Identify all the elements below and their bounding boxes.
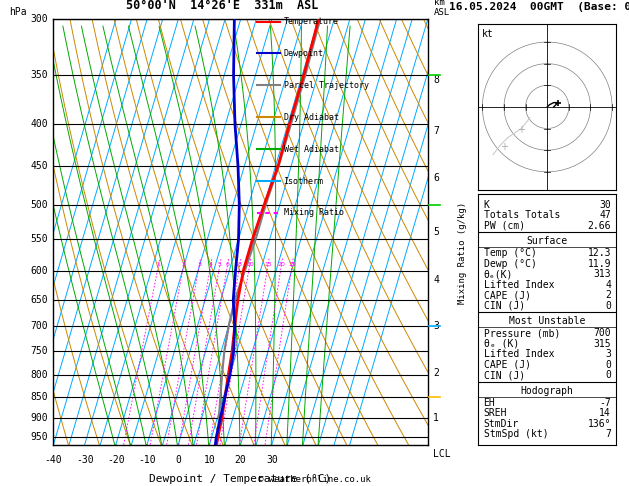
Text: 500: 500 xyxy=(30,200,48,209)
Text: 350: 350 xyxy=(30,70,48,80)
Text: 4: 4 xyxy=(605,280,611,290)
Text: 12.3: 12.3 xyxy=(587,248,611,258)
Text: 4: 4 xyxy=(433,275,439,285)
Text: 5: 5 xyxy=(433,227,439,238)
Text: 300: 300 xyxy=(30,15,48,24)
Text: 8: 8 xyxy=(238,262,242,267)
Text: StmSpd (kt): StmSpd (kt) xyxy=(484,430,548,439)
Text: kt: kt xyxy=(482,29,494,39)
Text: Dewpoint: Dewpoint xyxy=(284,49,324,58)
Text: Pressure (mb): Pressure (mb) xyxy=(484,328,560,338)
Text: 315: 315 xyxy=(593,339,611,349)
Text: 7: 7 xyxy=(605,430,611,439)
Text: Dewpoint / Temperature (°C): Dewpoint / Temperature (°C) xyxy=(150,474,331,484)
Text: Totals Totals: Totals Totals xyxy=(484,210,560,220)
Text: 11.9: 11.9 xyxy=(587,259,611,269)
Text: 3: 3 xyxy=(605,349,611,359)
Text: Surface: Surface xyxy=(526,236,568,246)
Text: K: K xyxy=(484,200,489,209)
Text: 800: 800 xyxy=(30,370,48,380)
Text: Mixing Ratio: Mixing Ratio xyxy=(284,208,343,217)
Text: Temp (°C): Temp (°C) xyxy=(484,248,537,258)
Text: Isotherm: Isotherm xyxy=(284,176,324,186)
Text: CIN (J): CIN (J) xyxy=(484,301,525,311)
Text: 16.05.2024  00GMT  (Base: 06): 16.05.2024 00GMT (Base: 06) xyxy=(449,2,629,12)
Text: -10: -10 xyxy=(138,455,156,465)
Text: 450: 450 xyxy=(30,161,48,172)
Text: EH: EH xyxy=(484,398,495,408)
Text: 25: 25 xyxy=(288,262,296,267)
Text: 2.66: 2.66 xyxy=(587,221,611,231)
Text: Lifted Index: Lifted Index xyxy=(484,349,554,359)
Text: 2: 2 xyxy=(605,290,611,300)
Text: 950: 950 xyxy=(30,432,48,442)
Text: StmDir: StmDir xyxy=(484,419,519,429)
Text: 900: 900 xyxy=(30,413,48,422)
Text: θₑ (K): θₑ (K) xyxy=(484,339,519,349)
Text: 700: 700 xyxy=(593,328,611,338)
Text: Wet Adiabat: Wet Adiabat xyxy=(284,145,338,154)
Text: Dry Adiabat: Dry Adiabat xyxy=(284,113,338,122)
Text: 2: 2 xyxy=(433,367,439,378)
Text: CAPE (J): CAPE (J) xyxy=(484,290,531,300)
Text: 14: 14 xyxy=(599,408,611,418)
Text: 700: 700 xyxy=(30,321,48,331)
Text: Parcel Trajectory: Parcel Trajectory xyxy=(284,81,369,90)
Text: 750: 750 xyxy=(30,347,48,356)
Text: Most Unstable: Most Unstable xyxy=(509,316,586,326)
Text: PW (cm): PW (cm) xyxy=(484,221,525,231)
Text: 8: 8 xyxy=(433,75,439,86)
Text: -40: -40 xyxy=(45,455,62,465)
Text: -7: -7 xyxy=(599,398,611,408)
Text: 400: 400 xyxy=(30,119,48,129)
Text: +: + xyxy=(517,125,525,135)
Text: 1: 1 xyxy=(157,262,160,267)
Text: 5: 5 xyxy=(218,262,222,267)
Text: 20: 20 xyxy=(277,262,286,267)
Text: © weatheronline.co.uk: © weatheronline.co.uk xyxy=(258,474,371,484)
Text: -30: -30 xyxy=(76,455,94,465)
Text: 2: 2 xyxy=(182,262,186,267)
Text: 47: 47 xyxy=(599,210,611,220)
Text: 0: 0 xyxy=(605,360,611,370)
Text: 4: 4 xyxy=(209,262,213,267)
Text: 3: 3 xyxy=(198,262,201,267)
Text: Dewp (°C): Dewp (°C) xyxy=(484,259,537,269)
Text: 50°00'N  14°26'E  331m  ASL: 50°00'N 14°26'E 331m ASL xyxy=(126,0,318,12)
Text: SREH: SREH xyxy=(484,408,507,418)
Text: Mixing Ratio (g/kg): Mixing Ratio (g/kg) xyxy=(458,202,467,304)
Text: -20: -20 xyxy=(107,455,125,465)
Text: 0: 0 xyxy=(605,370,611,381)
Text: 600: 600 xyxy=(30,266,48,276)
Text: 313: 313 xyxy=(593,269,611,279)
Text: 7: 7 xyxy=(433,126,439,136)
Text: CAPE (J): CAPE (J) xyxy=(484,360,531,370)
Text: 10: 10 xyxy=(246,262,253,267)
Text: Temperature: Temperature xyxy=(284,17,338,26)
Text: 3: 3 xyxy=(433,321,439,331)
Text: hPa: hPa xyxy=(9,7,27,17)
Text: 0: 0 xyxy=(175,455,181,465)
Text: CIN (J): CIN (J) xyxy=(484,370,525,381)
Text: 15: 15 xyxy=(264,262,272,267)
Text: +: + xyxy=(499,142,508,152)
Text: 550: 550 xyxy=(30,234,48,244)
Text: 0: 0 xyxy=(605,301,611,311)
Text: 30: 30 xyxy=(599,200,611,209)
Text: 6: 6 xyxy=(226,262,230,267)
Text: θₑ(K): θₑ(K) xyxy=(484,269,513,279)
Text: km
ASL: km ASL xyxy=(434,0,450,17)
Text: 6: 6 xyxy=(433,173,439,183)
Text: 136°: 136° xyxy=(587,419,611,429)
Text: 20: 20 xyxy=(235,455,247,465)
Text: 10: 10 xyxy=(204,455,215,465)
Text: LCL: LCL xyxy=(433,449,451,459)
Text: 650: 650 xyxy=(30,295,48,305)
Text: Hodograph: Hodograph xyxy=(521,386,574,396)
Text: 1: 1 xyxy=(433,413,439,422)
Text: 850: 850 xyxy=(30,392,48,402)
Text: 30: 30 xyxy=(266,455,277,465)
Text: Lifted Index: Lifted Index xyxy=(484,280,554,290)
